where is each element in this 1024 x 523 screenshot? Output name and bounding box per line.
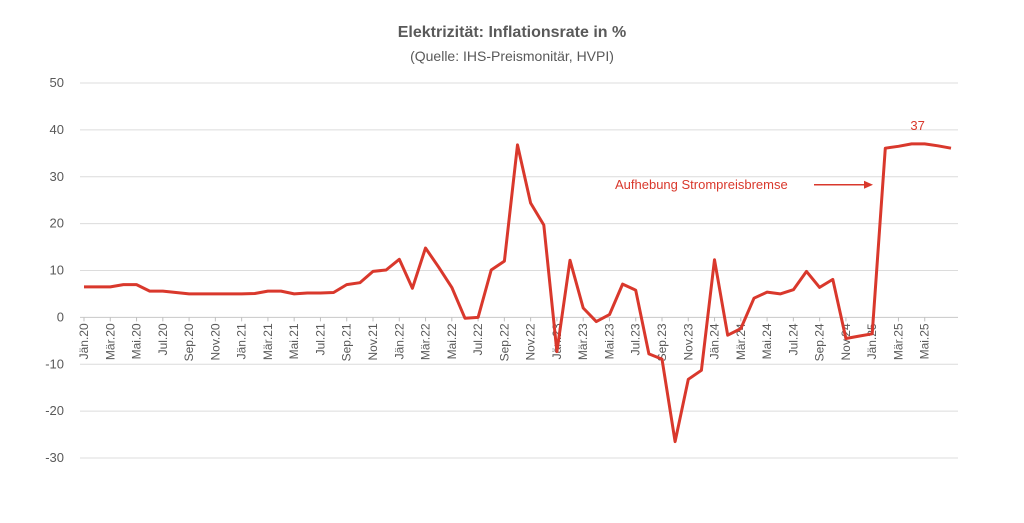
gridlines — [80, 82, 958, 459]
x-tick-label: Mai.20 — [130, 323, 144, 359]
y-tick-label: -20 — [45, 403, 64, 418]
x-tick-label: Sep.24 — [813, 323, 827, 361]
x-tick-label: Jul.24 — [786, 323, 800, 355]
chart-subtitle: (Quelle: IHS-Preismonitär, HVPI) — [410, 48, 614, 64]
y-tick-label: 10 — [50, 263, 64, 278]
x-tick-label: Jän.24 — [708, 323, 722, 359]
y-tick-label: 40 — [50, 122, 64, 137]
annotations: 37 Aufhebung Strompreisbremse — [615, 118, 925, 192]
x-tick-label: Mär.21 — [261, 323, 275, 360]
x-tick-label: Nov.20 — [208, 323, 222, 360]
x-axis-ticks: Jän.20 Mär.20 Mai.20 Jul.20 Sep.20 Nov.20 Jän.… — [77, 317, 932, 361]
x-tick-label: Sep.23 — [655, 323, 669, 361]
y-tick-label: 50 — [50, 75, 64, 90]
x-tick-label: Mai.23 — [602, 323, 616, 359]
event-annotation-label: Aufhebung Strompreisbremse — [615, 177, 788, 192]
y-tick-label: 0 — [57, 309, 64, 324]
x-tick-label: Mär.20 — [103, 323, 117, 360]
x-tick-label: Nov.24 — [839, 323, 853, 360]
x-tick-label: Mär.22 — [419, 323, 433, 360]
chart-title: Elektrizität: Inflationsrate in % — [397, 24, 627, 41]
y-tick-label: 30 — [50, 169, 64, 184]
x-tick-label: Sep.21 — [340, 323, 354, 361]
series-layer — [84, 142, 952, 444]
x-tick-label: Jul.20 — [156, 323, 170, 355]
x-tick-label: Mai.22 — [445, 323, 459, 359]
x-tick-label: Sep.20 — [182, 323, 196, 361]
x-tick-label: Nov.23 — [681, 323, 695, 360]
x-tick-label: Nov.22 — [524, 323, 538, 360]
x-tick-label: Jul.23 — [629, 323, 643, 355]
y-tick-label: 20 — [50, 216, 64, 231]
x-tick-label: Jul.22 — [471, 323, 485, 355]
peak-value-label: 37 — [910, 118, 924, 133]
x-tick-label: Mär.25 — [891, 323, 905, 360]
event-arrowhead — [864, 180, 873, 189]
x-tick-label: Jul.21 — [313, 323, 327, 355]
x-tick-label: Sep.22 — [497, 323, 511, 361]
x-tick-label: Nov.21 — [366, 323, 380, 360]
x-tick-label: Jän.20 — [77, 323, 91, 359]
x-tick-label: Jän.25 — [865, 323, 879, 359]
series-line — [84, 142, 952, 444]
y-tick-label: -30 — [45, 450, 64, 465]
x-tick-label: Mär.23 — [576, 323, 590, 360]
x-tick-label: Mai.25 — [918, 323, 932, 359]
y-axis-ticks: 50 40 30 20 10 0 -10 -20 -30 — [45, 75, 64, 465]
x-tick-label: Mai.21 — [287, 323, 301, 359]
x-tick-label: Jän.22 — [392, 323, 406, 359]
x-tick-label: Jän.21 — [235, 323, 249, 359]
y-tick-label: -10 — [45, 356, 64, 371]
x-tick-label: Mai.24 — [760, 323, 774, 359]
x-tick-label: Mär.24 — [734, 323, 748, 360]
